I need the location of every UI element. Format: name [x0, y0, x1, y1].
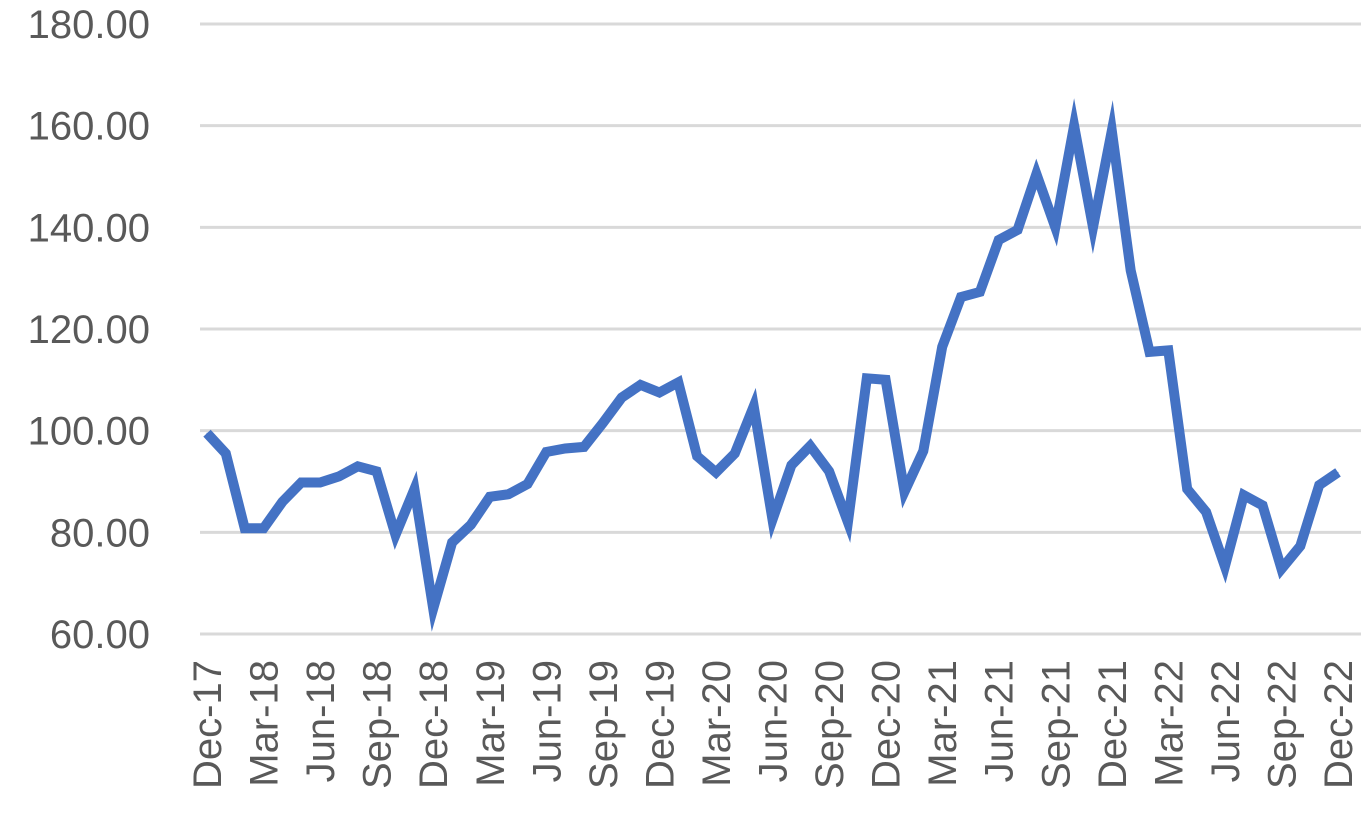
data-point [885, 379, 887, 381]
data-point [960, 296, 962, 298]
data-point [281, 501, 283, 503]
x-tick-label: Mar-18 [243, 660, 287, 787]
data-point [809, 445, 811, 447]
x-tick-label: Jun-21 [978, 660, 1022, 782]
data-point [376, 470, 378, 472]
x-tick-label: Dec-21 [1091, 660, 1135, 789]
y-tick-label: 180.00 [28, 3, 150, 47]
series-line [203, 98, 1341, 632]
y-axis-tick-labels: 60.00 80.00 100.00 120.00 140.00 160.00 180.00 [28, 3, 150, 657]
x-tick-label: Dec-17 [186, 660, 230, 789]
data-point [772, 519, 773, 521]
data-point [1130, 270, 1132, 271]
data-point [734, 453, 736, 454]
data-point [1017, 229, 1019, 231]
data-point [866, 377, 868, 379]
data-point [1054, 226, 1056, 228]
data-point [904, 491, 905, 493]
data-point [1092, 226, 1094, 228]
data-point [357, 465, 359, 467]
data-point [979, 291, 981, 293]
data-point [715, 471, 717, 473]
y-tick-label: 120.00 [28, 308, 150, 352]
gridlines [200, 22, 1361, 636]
x-tick-label: Mar-21 [921, 660, 965, 787]
data-point [1337, 471, 1339, 473]
data-point [489, 496, 491, 498]
data-point [1205, 511, 1207, 513]
x-tick-label: Jun-22 [1204, 660, 1248, 782]
data-point [395, 534, 396, 536]
data-point [1149, 351, 1150, 353]
data-point [564, 448, 566, 449]
data-point [790, 464, 792, 466]
data-point [470, 524, 472, 526]
data-point [1111, 130, 1113, 132]
data-point [225, 453, 227, 454]
data-point [1318, 484, 1320, 486]
data-point [922, 450, 924, 452]
y-tick-label: 160.00 [28, 105, 150, 149]
data-point [602, 422, 604, 424]
data-point [338, 475, 340, 477]
data-point [1035, 173, 1037, 175]
data-point [508, 493, 510, 495]
data-point [1262, 504, 1264, 506]
data-point [640, 384, 641, 386]
x-tick-label: Jun-18 [299, 660, 343, 782]
x-tick-label: Dec-18 [412, 660, 456, 789]
x-tick-label: Mar-19 [469, 660, 513, 787]
data-point [1224, 565, 1226, 567]
data-point [1299, 545, 1301, 547]
data-point [696, 455, 698, 457]
data-point [1167, 349, 1169, 351]
x-tick-label: Dec-20 [865, 660, 909, 789]
data-point [753, 405, 755, 407]
x-tick-label: Sep-19 [582, 660, 626, 789]
x-tick-label: Jun-19 [525, 660, 569, 782]
data-point [527, 483, 528, 485]
y-tick-label: 60.00 [50, 613, 150, 657]
x-tick-label: Mar-20 [695, 660, 739, 787]
data-point [658, 392, 660, 393]
y-tick-label: 140.00 [28, 206, 150, 250]
data-point [677, 381, 679, 383]
data-point [206, 432, 208, 434]
x-tick-label: Jun-20 [752, 660, 796, 782]
data-point [319, 482, 321, 483]
series-layer [203, 98, 1341, 632]
data-point [1186, 488, 1188, 490]
x-tick-label: Sep-20 [808, 660, 852, 789]
data-point [263, 527, 265, 529]
x-tick-label: Sep-18 [356, 660, 400, 789]
data-point [1243, 494, 1245, 496]
x-axis-tick-labels: Dec-17 Mar-18 Jun-18 Sep-18 Dec-18 Mar-19 Jun-… [186, 660, 1361, 789]
data-point [847, 521, 849, 523]
y-tick-label: 80.00 [50, 511, 150, 555]
y-tick-label: 100.00 [28, 410, 150, 454]
data-point [621, 397, 623, 399]
data-point [941, 346, 943, 348]
x-tick-label: Mar-22 [1147, 660, 1191, 787]
x-tick-label: Sep-21 [1034, 660, 1078, 789]
data-point [583, 446, 585, 448]
data-point [545, 451, 547, 453]
x-tick-label: Dec-22 [1317, 660, 1361, 789]
data-point [1281, 568, 1282, 570]
data-point [998, 239, 1000, 241]
data-point [432, 608, 434, 610]
x-tick-label: Dec-19 [638, 660, 682, 789]
x-tick-label: Sep-22 [1260, 660, 1304, 789]
data-point [1073, 125, 1075, 127]
data-point [451, 542, 453, 543]
data-point [828, 470, 830, 472]
data-point [244, 527, 246, 529]
data-point [300, 482, 302, 483]
data-point [413, 488, 415, 490]
